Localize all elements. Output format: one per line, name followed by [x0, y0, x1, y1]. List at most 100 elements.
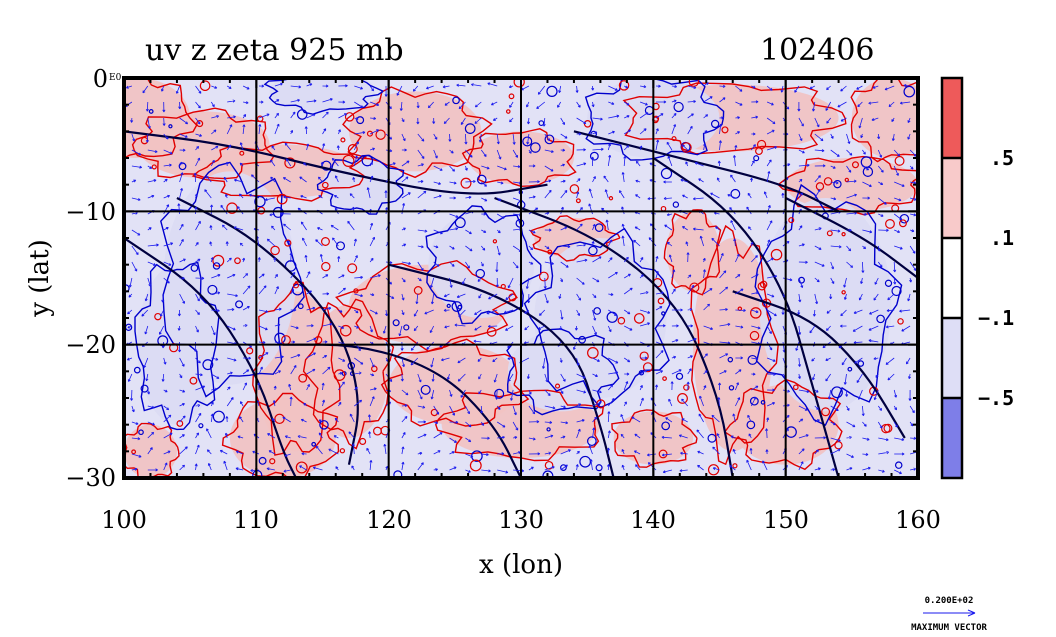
- wind-vector: [899, 309, 911, 313]
- wind-vector: [607, 384, 613, 391]
- wind-vector: [639, 112, 649, 119]
- wind-vector: [354, 117, 359, 121]
- wind-vector: [432, 118, 436, 124]
- wind-vector: [131, 467, 138, 471]
- vorticity-contour: [461, 128, 577, 188]
- wind-vector: [449, 261, 455, 267]
- wind-vector: [354, 131, 366, 135]
- wind-vector: [271, 145, 276, 151]
- wind-vector: [697, 450, 704, 455]
- wind-vector: [671, 308, 683, 312]
- wind-vector: [369, 396, 375, 407]
- wind-vector: [306, 337, 317, 343]
- vorticity-cell: [578, 335, 586, 344]
- vorticity-cell: [486, 326, 497, 337]
- wind-vector: [620, 414, 625, 423]
- wind-vector: [179, 389, 186, 393]
- wind-vector: [830, 165, 836, 169]
- wind-vector: [303, 162, 307, 167]
- wind-vector: [633, 239, 641, 247]
- wind-vector: [161, 373, 165, 382]
- wind-vector: [147, 421, 155, 426]
- vorticity-cell: [492, 239, 498, 244]
- vorticity-cell: [851, 161, 859, 169]
- wind-vector: [781, 310, 785, 315]
- wind-vector: [592, 373, 598, 377]
- wind-vector: [163, 242, 174, 247]
- wind-vector: [654, 384, 659, 391]
- wind-vector: [508, 373, 514, 382]
- wind-vector: [860, 133, 864, 139]
- wind-vector: [416, 101, 420, 109]
- wind-vector: [473, 339, 482, 343]
- wind-vector: [258, 309, 269, 313]
- wind-vector: [179, 223, 184, 231]
- wind-vector: [544, 165, 554, 172]
- wind-vector: [830, 421, 836, 426]
- wind-vector: [353, 341, 361, 352]
- wind-vector: [830, 181, 839, 185]
- wind-vector: [210, 325, 216, 336]
- wind-vector: [621, 448, 625, 455]
- wind-vector: [767, 388, 775, 392]
- wind-vector: [163, 133, 169, 140]
- wind-vector: [274, 82, 283, 87]
- wind-vector: [225, 193, 228, 199]
- vorticity-cell: [554, 383, 561, 389]
- vorticity-cell: [593, 307, 602, 315]
- vorticity-cell: [342, 154, 355, 167]
- wind-vector: [226, 397, 234, 407]
- wind-vector: [538, 325, 545, 330]
- wind-vector: [681, 398, 689, 407]
- wind-vector: [878, 228, 889, 232]
- wind-vector: [354, 325, 360, 329]
- wind-vector: [289, 396, 293, 407]
- wind-vector: [366, 447, 371, 455]
- vorticity-cell: [212, 262, 221, 270]
- wind-vector: [694, 161, 704, 167]
- wind-vector: [901, 325, 911, 332]
- wind-vector: [220, 204, 228, 215]
- wind-vector: [449, 437, 457, 443]
- wind-vector: [544, 434, 554, 439]
- wind-vector: [592, 223, 596, 231]
- wind-vector: [873, 357, 879, 361]
- vorticity-cell: [276, 193, 288, 205]
- vorticity-cell: [833, 179, 842, 189]
- wind-vector: [290, 85, 302, 89]
- wind-vector: [699, 235, 704, 247]
- wind-vector: [798, 325, 802, 335]
- wind-vector: [280, 212, 291, 216]
- wind-vector: [576, 389, 587, 394]
- wind-vector: [242, 85, 250, 90]
- vorticity-cell: [798, 276, 805, 284]
- wind-vector: [306, 324, 314, 328]
- wind-vector: [732, 448, 736, 455]
- wind-vector: [410, 357, 419, 366]
- wind-vector: [589, 459, 593, 471]
- wind-vector: [766, 293, 775, 298]
- wind-vector: [145, 133, 149, 143]
- wind-vector: [383, 443, 387, 455]
- wind-vector: [219, 449, 228, 455]
- wind-vector: [368, 431, 372, 439]
- vorticity-cell: [618, 80, 630, 91]
- wind-vector: [635, 179, 641, 183]
- vorticity-cell: [196, 120, 204, 128]
- vorticity-contour: [850, 78, 918, 163]
- vorticity-cell: [500, 283, 506, 290]
- vorticity-patch: [851, 78, 918, 158]
- wind-vector: [766, 325, 772, 335]
- wind-vector: [716, 177, 720, 183]
- vorticity-cell: [841, 232, 846, 237]
- wind-vector: [449, 389, 453, 397]
- wind-vector: [131, 229, 141, 236]
- wind-vector: [433, 421, 439, 425]
- wind-vector: [623, 145, 630, 151]
- wind-vector: [145, 101, 149, 112]
- geopotential-contour: [124, 130, 548, 195]
- wind-vector: [161, 293, 165, 303]
- wind-vector: [306, 143, 310, 151]
- vorticity-cell: [258, 354, 264, 360]
